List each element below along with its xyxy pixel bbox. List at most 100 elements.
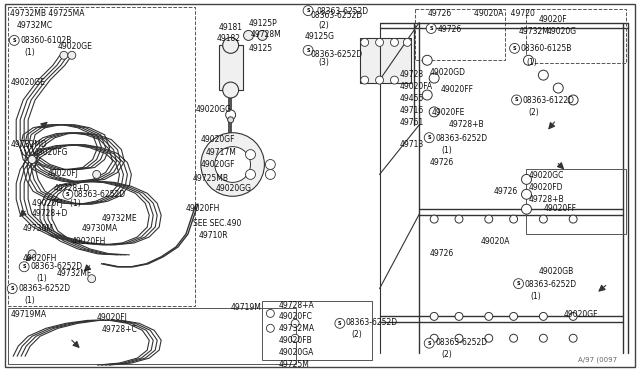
Bar <box>360 38 412 83</box>
Text: (1): (1) <box>24 48 35 57</box>
Circle shape <box>509 334 518 342</box>
Circle shape <box>201 133 264 196</box>
Text: 49710R: 49710R <box>199 231 228 240</box>
Circle shape <box>226 110 236 120</box>
Circle shape <box>522 174 531 185</box>
Circle shape <box>9 35 19 45</box>
Circle shape <box>246 170 255 179</box>
Text: 49020FH: 49020FH <box>22 254 56 263</box>
Text: 49730M: 49730M <box>22 224 53 233</box>
Text: 49020FJ: 49020FJ <box>48 170 79 179</box>
Text: S: S <box>428 135 431 140</box>
Bar <box>262 301 372 360</box>
Circle shape <box>485 334 493 342</box>
Circle shape <box>93 170 100 179</box>
Circle shape <box>569 312 577 320</box>
Circle shape <box>430 312 438 320</box>
Text: 49125G: 49125G <box>305 32 335 41</box>
Circle shape <box>215 147 250 182</box>
Text: S: S <box>338 321 342 326</box>
Text: 49020GG: 49020GG <box>196 105 232 114</box>
Circle shape <box>522 189 531 199</box>
Text: 49181: 49181 <box>219 23 243 32</box>
Text: 49732MD: 49732MD <box>10 140 47 149</box>
Text: 49716: 49716 <box>399 106 424 115</box>
Circle shape <box>511 95 522 105</box>
Text: (2): (2) <box>441 350 452 359</box>
Text: 49020GA: 49020GA <box>278 348 314 357</box>
Circle shape <box>291 320 299 327</box>
Bar <box>527 9 626 63</box>
Circle shape <box>429 73 439 83</box>
Circle shape <box>524 55 534 65</box>
Text: 49020FE: 49020FE <box>431 108 465 117</box>
Circle shape <box>509 44 520 53</box>
Bar <box>219 45 243 90</box>
Circle shape <box>429 107 439 117</box>
Circle shape <box>422 90 432 100</box>
Text: 49719MA: 49719MA <box>10 311 46 320</box>
Circle shape <box>303 45 313 55</box>
Text: 49020GF: 49020GF <box>201 160 236 169</box>
Text: 49728+B: 49728+B <box>449 120 484 129</box>
Circle shape <box>426 23 436 33</box>
Text: 08360-6102B: 08360-6102B <box>20 36 72 45</box>
Circle shape <box>60 51 68 59</box>
Text: S: S <box>22 264 26 269</box>
Circle shape <box>228 117 234 123</box>
Circle shape <box>540 215 547 223</box>
Text: 49020FJ: 49020FJ <box>97 314 127 323</box>
Circle shape <box>540 312 547 320</box>
Circle shape <box>455 312 463 320</box>
Text: 49020FC: 49020FC <box>278 312 312 321</box>
Text: 08363-6252D: 08363-6252D <box>435 134 487 143</box>
Text: 49020GE: 49020GE <box>10 78 45 87</box>
Circle shape <box>244 31 253 41</box>
Text: (1): (1) <box>531 292 541 301</box>
Text: 08363-6252D: 08363-6252D <box>310 11 362 20</box>
Circle shape <box>376 76 383 84</box>
Text: 49182: 49182 <box>217 35 241 44</box>
Circle shape <box>430 334 438 342</box>
Circle shape <box>7 283 17 294</box>
Text: 49719M: 49719M <box>230 304 262 312</box>
Text: 49728+D: 49728+D <box>54 185 90 193</box>
Text: 49125: 49125 <box>248 44 273 53</box>
Text: S: S <box>428 341 431 346</box>
Text: 49725MB: 49725MB <box>193 174 229 183</box>
Text: S: S <box>66 192 70 197</box>
Circle shape <box>522 204 531 214</box>
Circle shape <box>430 215 438 223</box>
Circle shape <box>485 312 493 320</box>
Circle shape <box>68 51 76 59</box>
Text: 49728+D: 49728+D <box>32 209 68 218</box>
Circle shape <box>246 150 255 160</box>
Text: 49020G: 49020G <box>547 26 577 35</box>
Circle shape <box>455 215 463 223</box>
Bar <box>527 170 626 234</box>
Circle shape <box>223 38 239 53</box>
Text: 08363-6252D: 08363-6252D <box>435 338 487 347</box>
Circle shape <box>390 38 399 46</box>
Text: 49020GD: 49020GD <box>429 68 465 77</box>
Text: (1): (1) <box>441 146 452 155</box>
Circle shape <box>390 76 399 84</box>
Text: 08360-6125B: 08360-6125B <box>520 44 572 53</box>
Text: (2): (2) <box>318 20 329 29</box>
Text: 49713: 49713 <box>399 140 424 149</box>
Circle shape <box>28 155 36 164</box>
Text: S: S <box>513 46 516 51</box>
Text: 08363-6252D: 08363-6252D <box>30 262 82 271</box>
Text: (1): (1) <box>36 274 47 283</box>
Text: 49725M: 49725M <box>278 360 309 369</box>
Text: S: S <box>517 281 520 286</box>
Text: 49726: 49726 <box>429 158 454 167</box>
Text: A/97 (0097: A/97 (0097 <box>578 356 617 363</box>
Circle shape <box>455 334 463 342</box>
Text: 49455: 49455 <box>399 94 424 103</box>
Text: 49125P: 49125P <box>248 19 277 28</box>
Text: 49020FF: 49020FF <box>543 204 577 213</box>
Text: 49020GB: 49020GB <box>538 267 573 276</box>
Text: 49020FG: 49020FG <box>34 148 68 157</box>
Bar <box>415 9 505 60</box>
